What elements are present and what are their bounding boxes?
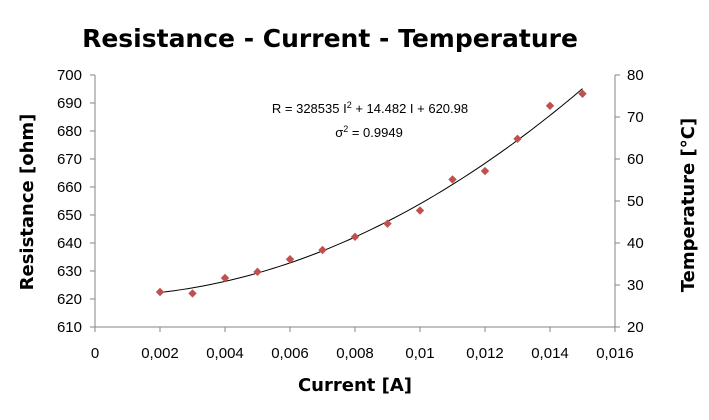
data-point <box>448 175 457 184</box>
y2-tick-label: 20 <box>627 319 644 336</box>
x-axis-title: Current [A] <box>298 375 412 396</box>
trendline-group <box>159 88 583 293</box>
y2-tick-label: 50 <box>627 193 644 210</box>
equation-part-1: R = 328535 I <box>272 101 347 116</box>
data-point <box>480 166 490 176</box>
y2-tick-label: 80 <box>627 67 644 84</box>
y2-tick-label: 40 <box>627 235 644 252</box>
data-point <box>578 89 587 98</box>
r-squared-value: = 0.9949 <box>348 125 403 140</box>
data-point <box>545 101 555 110</box>
y-tick-label: 680 <box>57 123 82 140</box>
y2-tick-label: 60 <box>627 151 644 168</box>
chart-title: Resistance - Current - Temperature <box>82 24 578 53</box>
y2-tick-label: 70 <box>627 109 644 126</box>
y-tick-label: 700 <box>57 67 82 84</box>
equation-superscript: 2 <box>347 100 352 110</box>
y-tick-label: 660 <box>57 179 82 196</box>
y-tick-label: 690 <box>57 95 82 112</box>
x-tick-label: 0,01 <box>405 345 434 362</box>
x-tick-label: 0,012 <box>466 345 504 362</box>
x-tick-label: 0,002 <box>141 345 179 362</box>
data-point <box>253 267 262 277</box>
x-tick-label: 0,016 <box>596 345 634 362</box>
r-squared-symbol: σ <box>335 125 343 140</box>
equation-label: R = 328535 I2 + 14.482 I + 620.98 <box>272 100 468 116</box>
data-point <box>220 273 230 283</box>
equation-part-2: + 14.482 I + 620.98 <box>352 101 468 116</box>
y-tick-label: 650 <box>57 207 82 224</box>
data-point <box>318 245 327 255</box>
data-point <box>188 289 197 298</box>
axes: 0 0,002 0,004 0,006 0,008 0,01 0,012 0,014 0,016… <box>57 67 644 362</box>
x-tick-label: 0,014 <box>531 345 569 362</box>
data-point <box>350 232 360 242</box>
x-tick-label: 0,008 <box>336 345 374 362</box>
r-squared-superscript: 2 <box>343 124 348 134</box>
y-tick-label: 630 <box>57 263 82 280</box>
data-point <box>383 219 392 228</box>
data-point <box>285 255 295 264</box>
y-axis-title: Resistance [ohm] <box>17 114 38 291</box>
data-point <box>513 134 522 144</box>
y-tick-label: 640 <box>57 235 82 252</box>
r-squared-label: σ2 = 0.9949 <box>335 124 403 140</box>
y-tick-label: 670 <box>57 151 82 168</box>
x-tick-label: 0 <box>91 345 99 362</box>
y2-tick-label: 30 <box>627 277 644 294</box>
y-tick-label: 620 <box>57 291 82 308</box>
y-tick-label: 610 <box>57 319 82 336</box>
data-points <box>155 89 587 298</box>
trendline <box>159 88 583 293</box>
data-point <box>415 206 425 215</box>
y2-axis-title: Temperature [°C] <box>678 118 699 292</box>
x-tick-label: 0,004 <box>206 345 244 362</box>
data-point <box>155 287 165 297</box>
x-tick-label: 0,006 <box>271 345 309 362</box>
